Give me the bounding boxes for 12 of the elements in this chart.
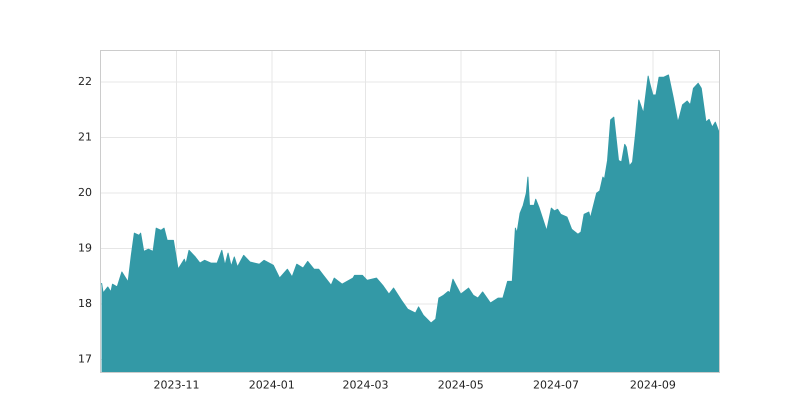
x-tick-label: 2024-03 <box>342 378 388 392</box>
y-tick-label: 20 <box>78 186 92 200</box>
x-tick-label: 2024-05 <box>438 378 484 392</box>
y-tick-label: 21 <box>78 130 92 144</box>
y-tick-label: 22 <box>78 75 92 88</box>
y-tick-label: 19 <box>78 242 92 255</box>
y-tick-label: 18 <box>78 297 92 310</box>
x-tick-label: 2024-01 <box>248 378 295 392</box>
x-tick-label: 2024-07 <box>533 378 580 392</box>
y-tick-label: 17 <box>78 352 92 366</box>
x-tick-label: 2024-09 <box>630 378 676 392</box>
x-tick-label: 2023-11 <box>154 378 200 392</box>
